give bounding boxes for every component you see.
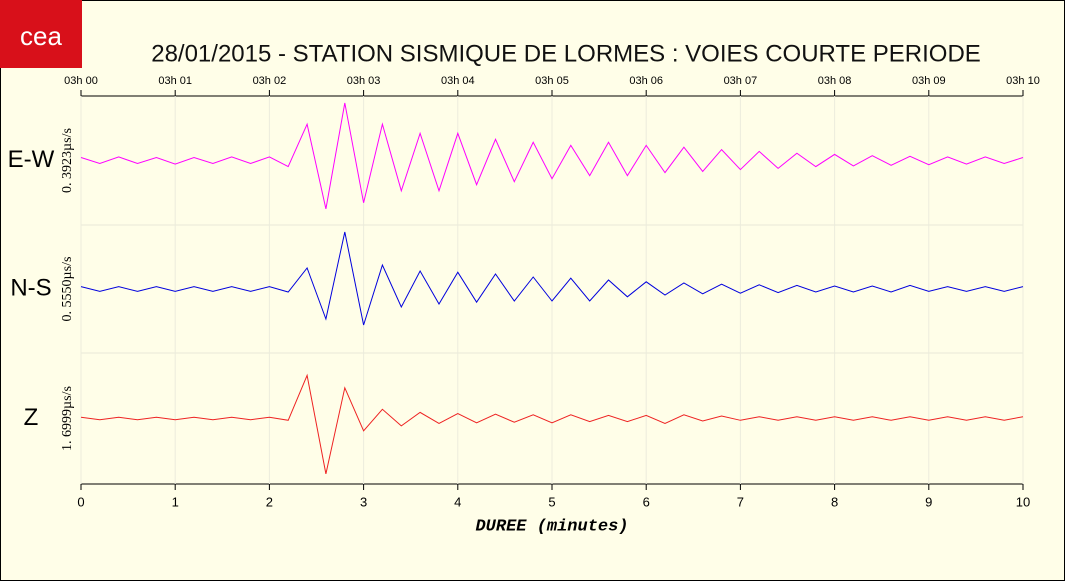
trace [80, 373, 1024, 475]
x-tick-label: 8 [831, 494, 838, 509]
x-axis-label: DUREE (minutes) [475, 517, 628, 536]
x-tick-label: 10 [1016, 494, 1030, 509]
scale-label: 0. 5550µs/s [60, 257, 75, 322]
x2-tick-label: 03h 01 [158, 75, 192, 87]
channel-label: Z [24, 404, 39, 431]
x-tick-label: 2 [266, 494, 273, 509]
scale-label: 0. 3923µs/s [60, 128, 75, 193]
x-tick-label: 0 [77, 494, 84, 509]
trace [80, 231, 1024, 326]
x2-tick-label: 03h 08 [818, 75, 852, 87]
x-tick-label: 6 [643, 494, 650, 509]
x2-tick-label: 03h 04 [441, 75, 475, 87]
x2-tick-label: 03h 02 [253, 75, 287, 87]
x2-tick-label: 03h 05 [535, 75, 569, 87]
x-tick-label: 7 [737, 494, 744, 509]
x-tick-label: 9 [925, 494, 932, 509]
x2-tick-label: 03h 07 [724, 75, 758, 87]
x-tick-label: 3 [360, 494, 367, 509]
x-tick-label: 1 [172, 494, 179, 509]
scale-label: 1. 6999µs/s [60, 386, 75, 451]
channel-label: N-S [10, 274, 51, 301]
x2-tick-label: 03h 09 [912, 75, 946, 87]
x2-tick-label: 03h 10 [1006, 75, 1040, 87]
channel-label: E-W [8, 146, 55, 173]
x2-tick-label: 03h 00 [64, 75, 98, 87]
x-tick-label: 5 [548, 494, 555, 509]
chart-title: 28/01/2015 - STATION SISMIQUE DE LORMES … [151, 40, 981, 67]
logo-box [0, 0, 82, 68]
trace [80, 102, 1024, 210]
x-tick-label: 4 [454, 494, 461, 509]
x2-tick-label: 03h 06 [629, 75, 663, 87]
logo-text: cea [20, 21, 62, 51]
x2-tick-label: 03h 03 [347, 75, 381, 87]
